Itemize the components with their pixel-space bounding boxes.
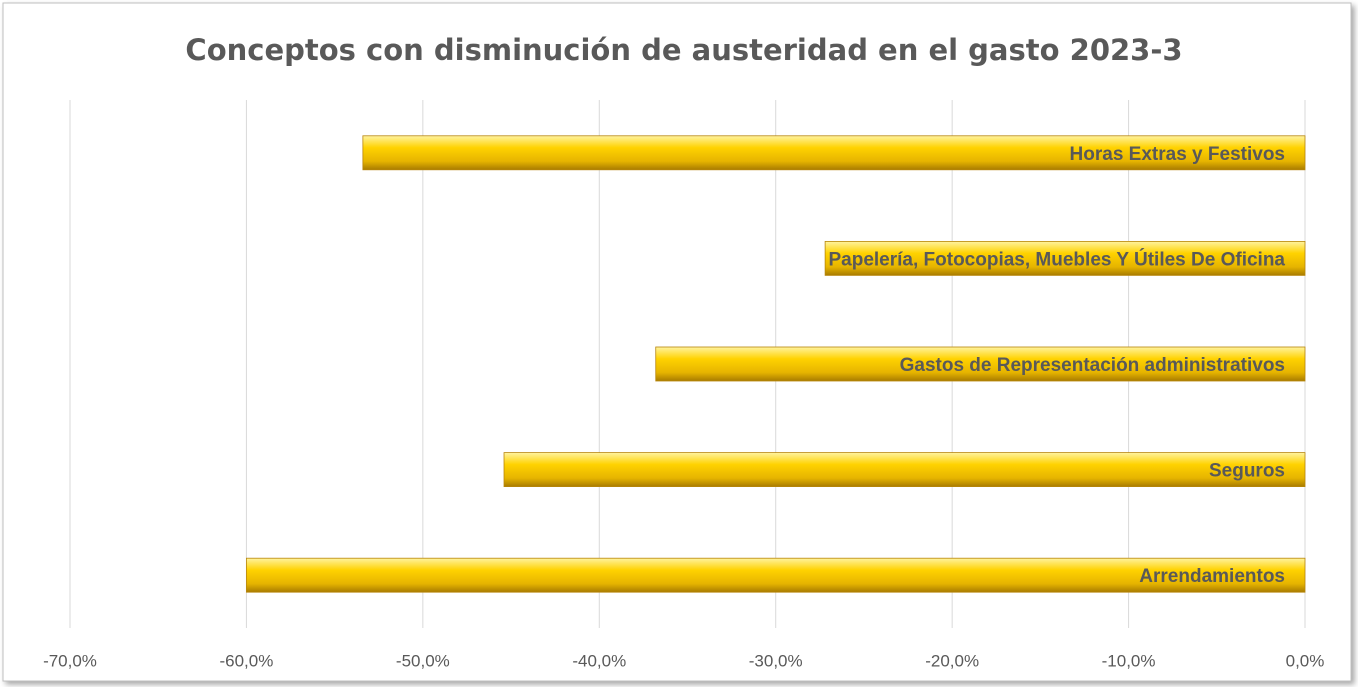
bar [655, 346, 1306, 382]
x-tick-label: -20,0% [925, 651, 979, 670]
bar [503, 452, 1306, 488]
bar-label: Papelería, Fotocopias, Muebles Y Útiles … [828, 248, 1285, 270]
bar [246, 557, 1306, 593]
bar-label: Arrendamientos [1139, 566, 1285, 587]
x-tick-label: -10,0% [1102, 651, 1156, 670]
bar-label: Horas Extras y Festivos [1070, 144, 1285, 165]
x-tick-label: -60,0% [219, 651, 273, 670]
x-tick-label: -30,0% [749, 651, 803, 670]
x-tick-label: 0,0% [1286, 651, 1325, 670]
chart-title: Conceptos con disminución de austeridad … [185, 33, 1182, 67]
bar [824, 240, 1306, 276]
x-tick-label: -70,0% [43, 651, 97, 670]
bar-label: Gastos de Representación administrativos [900, 355, 1285, 376]
x-tick-label: -50,0% [396, 651, 450, 670]
bar [362, 135, 1306, 171]
x-tick-label: -40,0% [572, 651, 626, 670]
bar-label: Seguros [1209, 461, 1285, 482]
